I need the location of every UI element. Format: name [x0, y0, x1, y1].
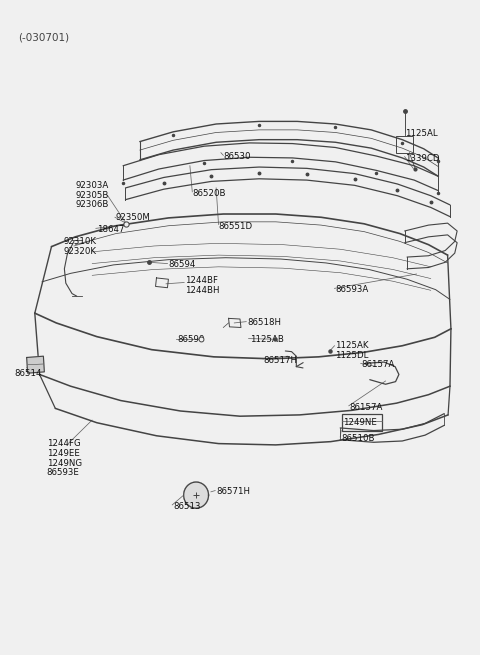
Text: 1125AL: 1125AL	[405, 128, 437, 138]
Text: 1244FG: 1244FG	[47, 439, 81, 448]
Text: 86590: 86590	[177, 335, 204, 345]
Text: 86551D: 86551D	[218, 222, 252, 231]
Text: 18647: 18647	[97, 225, 124, 234]
Text: 86513: 86513	[173, 502, 201, 512]
Text: 1125DL: 1125DL	[336, 351, 369, 360]
Text: 1249NG: 1249NG	[47, 458, 82, 468]
Text: 86157A: 86157A	[362, 360, 395, 369]
Text: 92320K: 92320K	[63, 247, 96, 255]
Text: 86593A: 86593A	[336, 285, 369, 294]
Text: 86517H: 86517H	[264, 356, 298, 365]
Text: 86518H: 86518H	[247, 318, 281, 327]
Polygon shape	[184, 482, 208, 508]
Text: (-030701): (-030701)	[18, 32, 69, 43]
Text: 86594: 86594	[168, 260, 196, 269]
Text: 1249NE: 1249NE	[343, 418, 376, 426]
Text: 92305B: 92305B	[75, 191, 109, 200]
Text: 1244BH: 1244BH	[185, 286, 220, 295]
Bar	[342, 413, 382, 430]
Text: 1339CD: 1339CD	[405, 154, 439, 163]
Text: 86514: 86514	[15, 369, 42, 378]
Polygon shape	[27, 356, 44, 373]
Text: 86593E: 86593E	[47, 468, 80, 477]
Text: 1125AK: 1125AK	[336, 341, 369, 350]
Text: 86520B: 86520B	[192, 189, 226, 198]
Text: 92306B: 92306B	[75, 200, 109, 210]
Text: 86157A: 86157A	[350, 403, 383, 411]
Text: 92310K: 92310K	[63, 237, 96, 246]
Text: 1244BF: 1244BF	[185, 276, 218, 285]
Text: 1249EE: 1249EE	[47, 449, 80, 458]
Text: 1125AB: 1125AB	[250, 335, 283, 345]
Text: 86510B: 86510B	[341, 434, 375, 443]
Text: 92350M: 92350M	[116, 214, 151, 223]
Text: 86571H: 86571H	[216, 487, 250, 496]
Text: 92303A: 92303A	[75, 181, 108, 190]
Text: 86530: 86530	[223, 152, 251, 161]
